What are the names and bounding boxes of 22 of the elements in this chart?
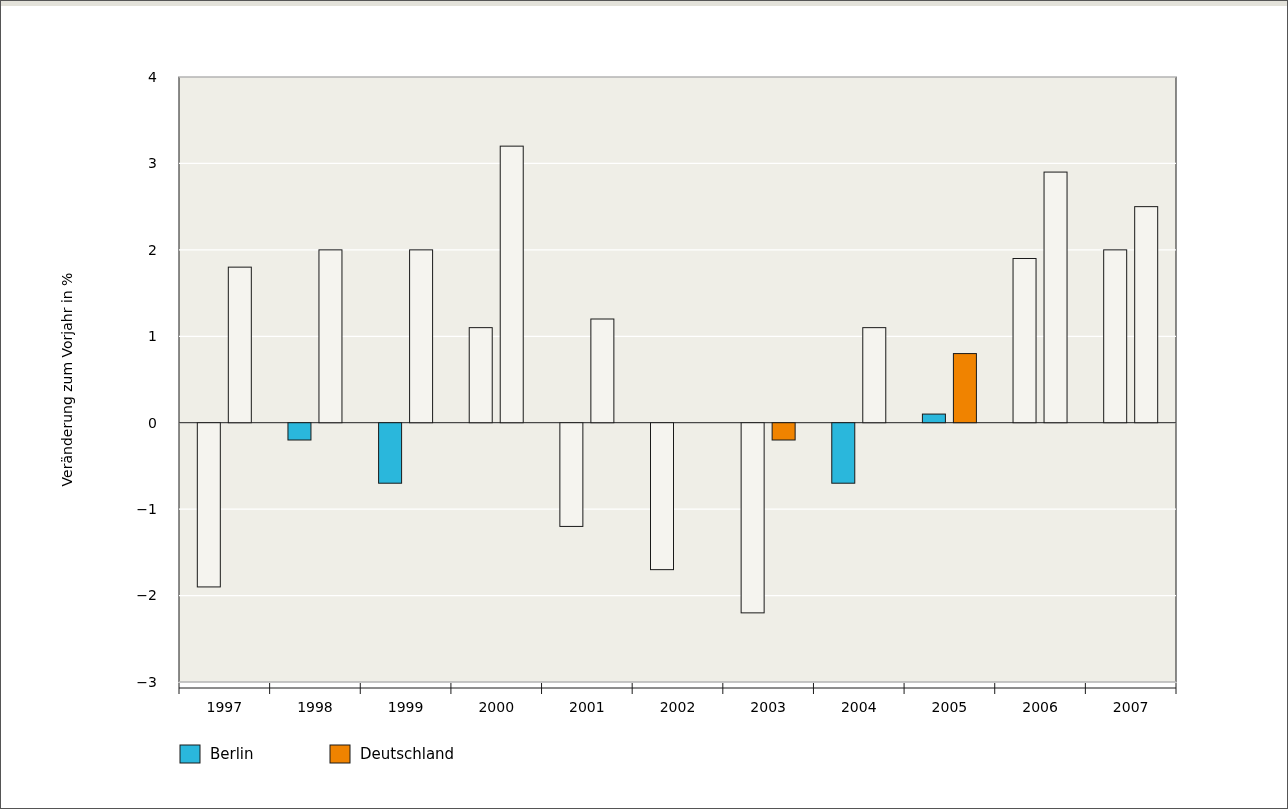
y-tick-label: −1 bbox=[136, 501, 157, 518]
y-tick-label: 4 bbox=[148, 68, 158, 85]
y-tick-label: −3 bbox=[136, 673, 157, 690]
y-axis-title: Veränderung zum Vorjahr in % bbox=[59, 272, 75, 487]
x-tick-label: 2001 bbox=[569, 699, 605, 715]
x-tick-label: 2007 bbox=[1112, 699, 1149, 715]
y-tick-label: −2 bbox=[136, 587, 157, 604]
x-tick-label: 1999 bbox=[387, 699, 424, 715]
y-tick-label: 0 bbox=[148, 414, 157, 431]
x-tick-label: 2006 bbox=[1022, 699, 1058, 715]
y-tick-label: 3 bbox=[148, 155, 157, 172]
x-tick-label: 1997 bbox=[206, 699, 243, 715]
x-tick-label: 2004 bbox=[840, 699, 877, 715]
y-tick-label: 1 bbox=[148, 328, 157, 345]
x-tick-label: 2003 bbox=[750, 699, 786, 715]
x-tick-label: 2000 bbox=[478, 699, 515, 715]
legend-label: Deutschland bbox=[360, 745, 455, 764]
x-tick-label: 1998 bbox=[297, 699, 333, 715]
y-tick-label: 2 bbox=[148, 241, 157, 258]
x-tick-label: 2002 bbox=[659, 699, 696, 715]
legend-label: Berlin bbox=[210, 745, 254, 764]
x-tick-label: 2005 bbox=[931, 699, 968, 715]
